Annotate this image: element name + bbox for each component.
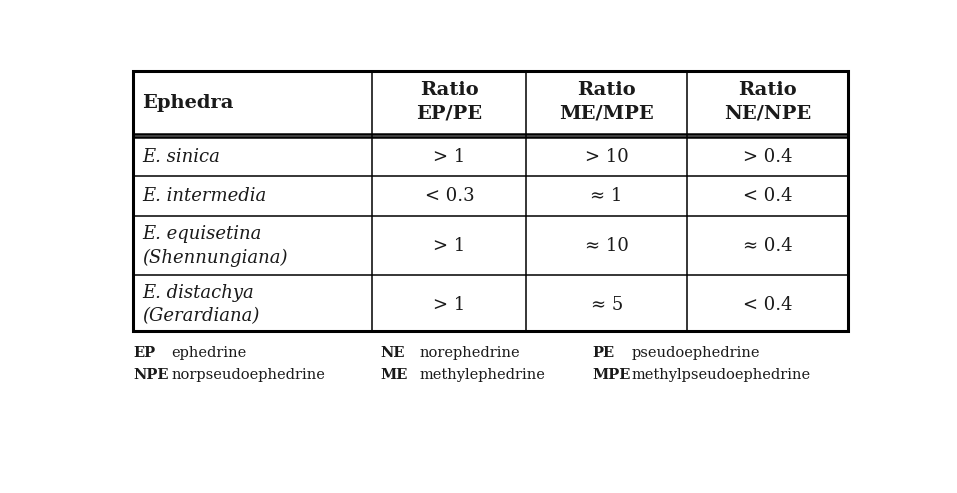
- Text: ME/MPE: ME/MPE: [559, 105, 654, 123]
- Text: E. intermedia: E. intermedia: [142, 187, 266, 206]
- Text: ≈ 1: ≈ 1: [590, 187, 623, 206]
- Text: NPE: NPE: [133, 368, 168, 382]
- Text: > 0.4: > 0.4: [743, 147, 792, 166]
- Text: Ratio: Ratio: [420, 81, 478, 99]
- Text: pseudoephedrine: pseudoephedrine: [632, 346, 760, 360]
- Text: < 0.4: < 0.4: [743, 296, 792, 314]
- Text: > 1: > 1: [434, 296, 465, 314]
- Text: methylephedrine: methylephedrine: [419, 368, 545, 382]
- Text: < 0.3: < 0.3: [425, 187, 474, 206]
- Text: norpseudoephedrine: norpseudoephedrine: [171, 368, 325, 382]
- Bar: [133, 71, 848, 331]
- Text: E. equisetina: E. equisetina: [142, 225, 261, 243]
- Text: norephedrine: norephedrine: [419, 346, 520, 360]
- Text: > 10: > 10: [585, 147, 629, 166]
- Text: MPE: MPE: [592, 368, 632, 382]
- Text: ephedrine: ephedrine: [171, 346, 247, 360]
- Text: EP: EP: [133, 346, 155, 360]
- Text: E. distachya: E. distachya: [142, 284, 254, 302]
- Text: ≈ 0.4: ≈ 0.4: [743, 237, 792, 255]
- Text: EP/PE: EP/PE: [416, 105, 482, 123]
- Text: ≈ 10: ≈ 10: [585, 237, 629, 255]
- Text: Ratio: Ratio: [738, 81, 797, 99]
- Text: NE: NE: [381, 346, 405, 360]
- Text: ≈ 5: ≈ 5: [590, 296, 623, 314]
- Text: (Gerardiana): (Gerardiana): [142, 307, 259, 325]
- Text: NE/NPE: NE/NPE: [723, 105, 812, 123]
- Text: ME: ME: [381, 368, 408, 382]
- Text: Ratio: Ratio: [577, 81, 636, 99]
- Text: PE: PE: [592, 346, 615, 360]
- Text: (Shennungiana): (Shennungiana): [142, 248, 287, 267]
- Text: methylpseudoephedrine: methylpseudoephedrine: [632, 368, 811, 382]
- Text: E. sinica: E. sinica: [142, 147, 220, 166]
- Text: < 0.4: < 0.4: [743, 187, 792, 206]
- Text: Ephedra: Ephedra: [142, 94, 234, 111]
- Text: > 1: > 1: [434, 237, 465, 255]
- Text: > 1: > 1: [434, 147, 465, 166]
